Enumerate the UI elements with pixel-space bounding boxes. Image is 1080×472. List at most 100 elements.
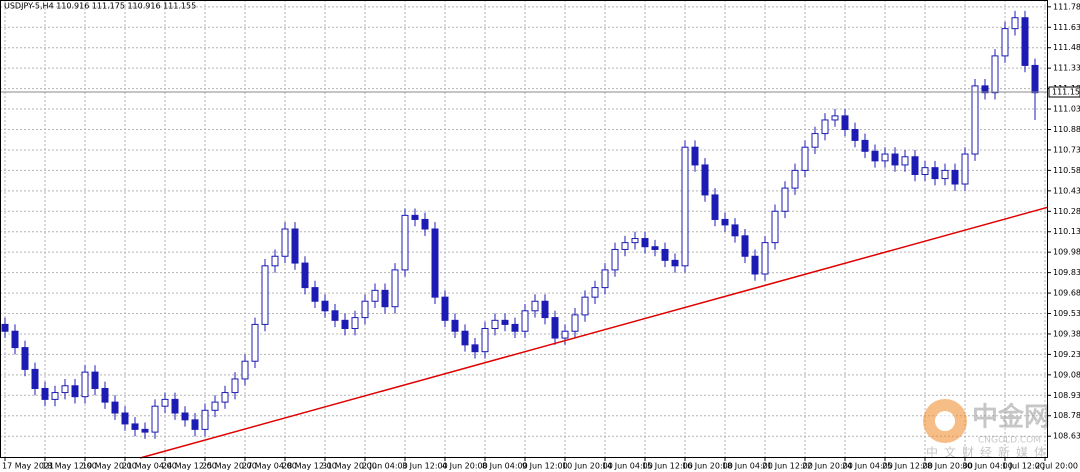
candle-body [331, 310, 339, 321]
candle-body [61, 385, 69, 394]
candle-body [731, 224, 739, 237]
candle-body [601, 269, 609, 289]
x-tick-label: 14 Jun 04:00 [602, 462, 653, 471]
candle-body [961, 153, 969, 185]
y-tick-label: 110.280 [1053, 207, 1080, 216]
candle-body [231, 378, 239, 394]
x-tick-label: 18 May 12:00 [42, 462, 97, 471]
candle-body [441, 296, 449, 321]
candle-body [381, 289, 389, 308]
candle-body [631, 238, 639, 244]
y-tick-label: 109.080 [1053, 370, 1080, 379]
last-price-label: 111.155 [1052, 88, 1080, 97]
y-tick-label: 110.430 [1053, 186, 1080, 195]
candle-body [861, 139, 869, 152]
x-tick-label: 1 Jul 12:00 [1002, 462, 1045, 471]
candle-body [651, 246, 659, 250]
candle-body [151, 405, 159, 433]
plot-frame [0, 0, 1048, 458]
trendline [139, 206, 1049, 459]
x-tick-label: 15 Jun 12:00 [642, 462, 693, 471]
candle-body [581, 296, 589, 316]
candle-body [991, 55, 999, 94]
candle-body [521, 310, 529, 332]
x-tick-label: 21 Jun 12:00 [762, 462, 813, 471]
candle-body [51, 392, 59, 400]
candle-body [531, 300, 539, 312]
candle-body [31, 368, 39, 389]
x-tick-label: 16 Jun 20:00 [682, 462, 733, 471]
candle-body [311, 287, 319, 302]
candle-body [1021, 17, 1029, 66]
y-tick-label: 110.580 [1053, 166, 1080, 175]
x-tick-label: 2 Jul 20:00 [1035, 462, 1078, 471]
candle-body [721, 218, 729, 226]
y-tick-label: 111.480 [1053, 43, 1080, 52]
x-tick-label: 2 Jun 04:00 [362, 462, 408, 471]
candle-body [541, 300, 549, 319]
candle-body [91, 371, 99, 389]
candle-body [241, 360, 249, 380]
candle-body [131, 423, 139, 430]
candle-body [401, 214, 409, 271]
candle-body [941, 169, 949, 180]
x-tick-label: 25 Jun 12:00 [882, 462, 933, 471]
candle-body [871, 150, 879, 162]
x-tick-label: 28 May 12:00 [282, 462, 337, 471]
candle-body [801, 146, 809, 171]
x-tick-label: 25 May 20:00 [202, 462, 257, 471]
candle-body [831, 115, 839, 121]
x-tick-label: 27 May 04:00 [242, 462, 297, 471]
candle-body [121, 412, 129, 425]
candle-body [751, 255, 759, 275]
candle-body [291, 228, 299, 264]
watermark-tagline: 中文财经新媒体 [926, 445, 1052, 460]
candle-body [931, 167, 939, 180]
y-tick-label: 108.780 [1053, 411, 1080, 420]
candle-body [1, 323, 9, 332]
candle-body [511, 323, 519, 332]
candle-body [571, 314, 579, 332]
candle-body [251, 323, 259, 362]
candle-body [101, 387, 109, 403]
x-tick-label: 24 May 12:00 [162, 462, 217, 471]
candle-body [11, 330, 19, 349]
candle-body [821, 119, 829, 135]
candle-body [951, 169, 959, 185]
candle-body [181, 412, 189, 421]
x-tick-label: 28 Jun 20:00 [922, 462, 973, 471]
candle-body [421, 218, 429, 230]
candle-body [21, 347, 29, 370]
x-tick-label: 8 Jun 04:00 [482, 462, 528, 471]
candle-body [891, 153, 899, 166]
candle-body [761, 242, 769, 275]
y-tick-label: 111.030 [1053, 105, 1080, 114]
candle-body [971, 85, 979, 155]
x-tick-label: 24 Jun 04:00 [842, 462, 893, 471]
candle-body [201, 409, 209, 430]
chart-title: USDJPY-5,H4 110.916 111.175 110.916 111.… [4, 2, 196, 11]
candle-body [921, 167, 929, 175]
watermark: 中金网 CNGOLD.COM 中文财经新媒体 [923, 399, 1052, 460]
candle-body [471, 344, 479, 353]
candle-body [1031, 64, 1039, 94]
candle-body [501, 319, 509, 325]
candle-body [161, 398, 169, 407]
candle-body [681, 146, 689, 267]
x-tick-label: 30 Jun 04:00 [962, 462, 1013, 471]
y-tick-label: 111.630 [1053, 23, 1080, 32]
candle-body [611, 248, 619, 271]
y-tick-label: 110.130 [1053, 227, 1080, 236]
candle-body [671, 259, 679, 267]
y-tick-label: 109.980 [1053, 248, 1080, 257]
candle-body [81, 371, 89, 398]
candle-body [171, 398, 179, 414]
last-price-box [1048, 86, 1080, 98]
candle-body [711, 194, 719, 220]
x-tick-label: 31 May 20:00 [322, 462, 377, 471]
y-tick-label: 109.530 [1053, 309, 1080, 318]
grid [0, 0, 1048, 458]
candle-body [301, 262, 309, 289]
